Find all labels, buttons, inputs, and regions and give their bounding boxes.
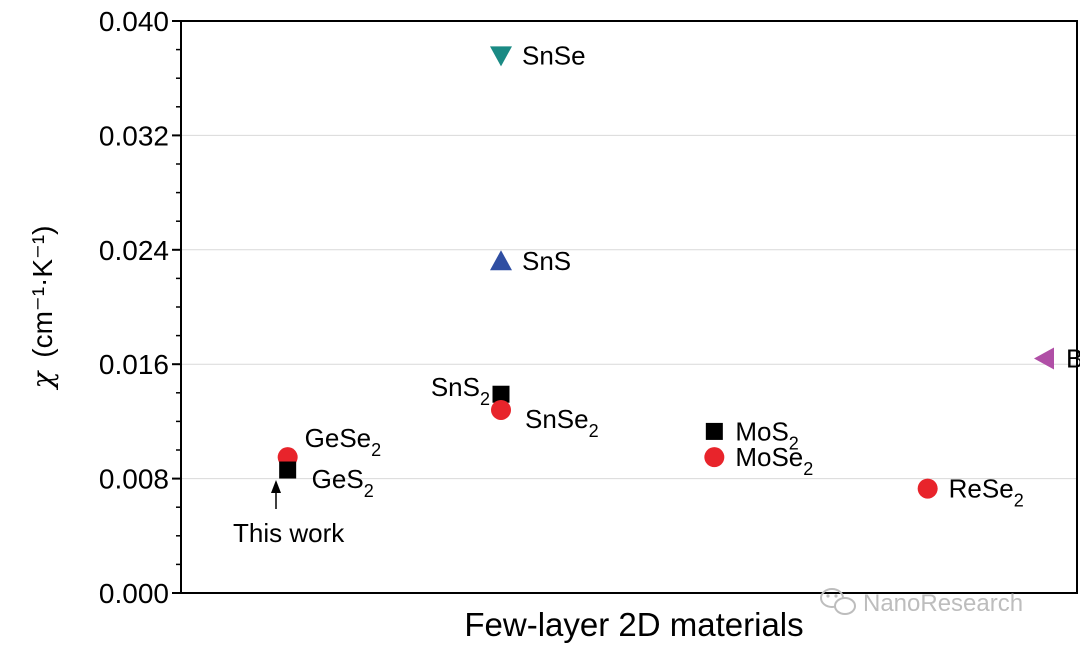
this-work-annotation: This work [233, 480, 345, 548]
point-snse [490, 46, 512, 67]
watermark-text: NanoResearch [863, 590, 1023, 617]
grid-lines [181, 134, 1077, 480]
label-base: SnS [522, 246, 571, 276]
label-bp: BP [1066, 343, 1080, 373]
y-tick-label: 0.016 [99, 349, 169, 380]
point-mos2 [705, 422, 723, 440]
label-sns: SnS [522, 246, 571, 276]
label-subscript: 2 [371, 440, 381, 460]
point-sns [490, 250, 512, 271]
label-subscript: 2 [364, 481, 374, 501]
y-tick-label: 0.008 [99, 464, 169, 495]
plot-frame [180, 20, 1078, 594]
label-base: GeSe [305, 423, 372, 453]
annotation-arrow-head [271, 480, 281, 493]
label-subscript: 2 [480, 389, 490, 409]
annotation-this-work: This work [233, 518, 345, 548]
label-base: SnSe [522, 40, 586, 70]
y-axis-ticks: 0.000 0.008 0.016 0.024 0.032 0.040 [99, 6, 181, 609]
y-tick-label: 0.040 [99, 6, 169, 37]
label-subscript: 2 [803, 459, 813, 479]
label-subscript: 2 [1014, 491, 1024, 511]
point-rese2 [917, 478, 938, 499]
label-rese2: ReSe2 [949, 474, 1024, 511]
label-ges2: GeS2 [312, 464, 374, 501]
y-axis-label-units: (cm⁻¹·K⁻¹) [27, 226, 58, 358]
label-gese2: GeSe2 [305, 423, 382, 460]
label-snse2: SnSe2 [525, 404, 599, 441]
point-snse2 [491, 399, 511, 420]
y-tick-label: 0.032 [99, 120, 169, 151]
point-bp [1034, 347, 1054, 370]
point-sns2 [492, 385, 510, 403]
label-mos2: MoS2 [735, 416, 798, 453]
data-points [277, 46, 1054, 499]
label-mose2: MoSe2 [735, 442, 813, 479]
wechat-icon [820, 588, 856, 615]
point-mose2 [704, 447, 725, 468]
label-base: ReSe [949, 474, 1014, 504]
label-subscript: 2 [789, 433, 799, 453]
y-axis-label-symbol: χ [26, 369, 59, 390]
label-base: SnS [431, 372, 480, 402]
label-snse: SnSe [522, 40, 586, 70]
label-base: MoSe [735, 442, 803, 472]
x-axis-label: Few-layer 2D materials [464, 606, 803, 643]
y-tick-label: 0.024 [99, 235, 169, 266]
label-subscript: 2 [589, 421, 599, 441]
axes [180, 20, 1078, 594]
svg-text:χ (cm⁻¹·K⁻¹): χ (cm⁻¹·K⁻¹) [26, 226, 59, 391]
label-base: BP [1066, 343, 1080, 373]
label-base: GeS [312, 464, 364, 494]
label-base: SnSe [525, 404, 589, 434]
watermark: NanoResearch [820, 588, 1023, 617]
label-base: MoS [735, 416, 788, 446]
point-ges2 [279, 461, 297, 479]
y-axis-label: χ (cm⁻¹·K⁻¹) [26, 226, 59, 391]
label-sns2: SnS2 [431, 372, 490, 409]
y-tick-label: 0.000 [99, 578, 169, 609]
